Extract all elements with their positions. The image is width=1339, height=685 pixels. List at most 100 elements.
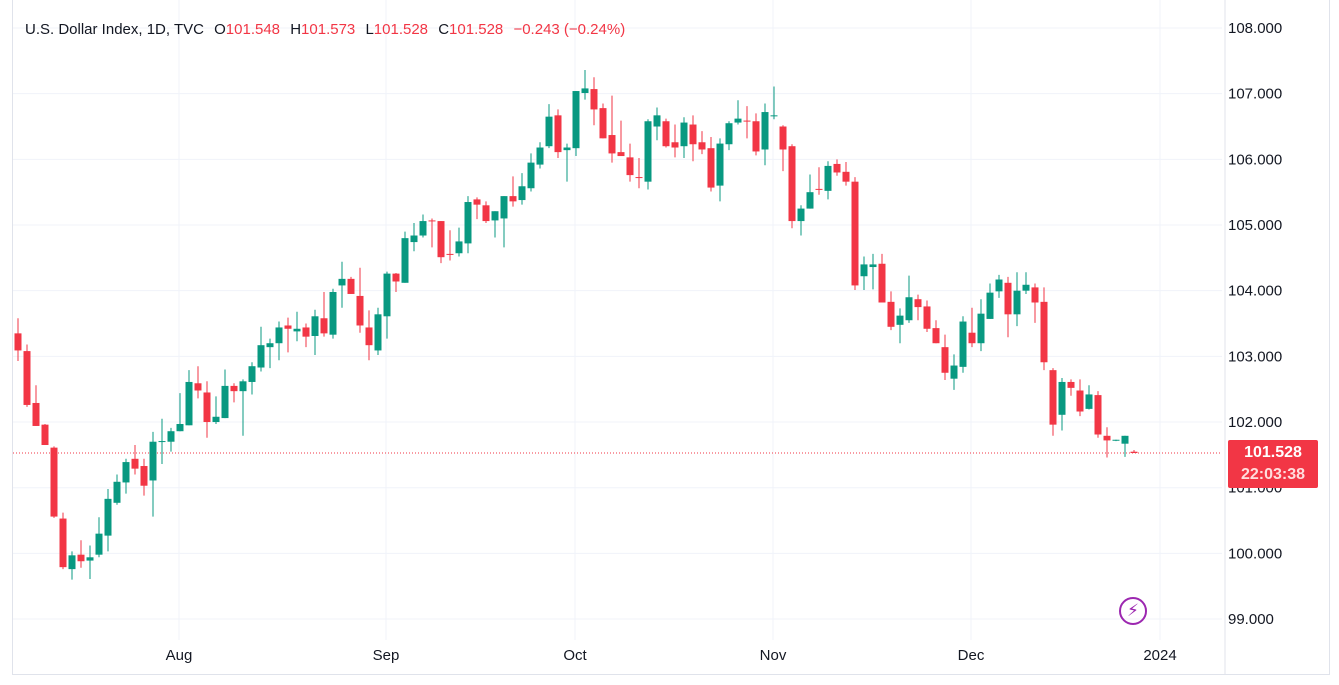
candle-up[interactable] (986, 283, 994, 319)
candle-down[interactable] (428, 218, 436, 248)
candle-down[interactable] (698, 131, 706, 155)
candle-up[interactable] (518, 173, 526, 205)
candle-up[interactable] (149, 431, 157, 517)
candle-up[interactable] (104, 489, 112, 552)
candle-down[interactable] (347, 276, 355, 294)
candle-down[interactable] (671, 124, 679, 158)
candle-down[interactable] (1067, 379, 1075, 396)
candle-up[interactable] (86, 545, 94, 579)
candle-down[interactable] (932, 320, 940, 344)
candle-down[interactable] (482, 201, 490, 224)
candle-up[interactable] (860, 256, 868, 291)
candle-up[interactable] (1022, 272, 1030, 294)
candle-up[interactable] (95, 517, 103, 558)
candle-up[interactable] (185, 370, 193, 426)
candle-up[interactable] (1085, 385, 1093, 410)
candle-up[interactable] (545, 104, 553, 149)
candle-up[interactable] (725, 121, 733, 151)
candle-up[interactable] (500, 196, 508, 248)
candle-down[interactable] (302, 323, 310, 348)
candle-down[interactable] (1130, 450, 1138, 454)
candle-down[interactable] (437, 221, 445, 264)
candle-down[interactable] (509, 176, 517, 207)
candle-down[interactable] (707, 137, 715, 192)
candle-up[interactable] (869, 253, 877, 290)
candle-down[interactable] (662, 118, 670, 148)
candle-down[interactable] (554, 109, 562, 159)
candle-down[interactable] (779, 125, 787, 172)
candle-down[interactable] (590, 77, 598, 126)
candle-up[interactable] (113, 474, 121, 505)
candle-down[interactable] (1049, 368, 1057, 436)
candle-up[interactable] (68, 551, 76, 580)
candle-up[interactable] (257, 326, 265, 372)
candle-down[interactable] (140, 458, 148, 496)
candle-down[interactable] (1094, 391, 1102, 438)
candle-up[interactable] (338, 261, 346, 308)
candle-up[interactable] (977, 299, 985, 352)
candle-up[interactable] (1058, 378, 1066, 431)
candle-down[interactable] (617, 120, 625, 157)
candle-down[interactable] (608, 95, 616, 163)
candle-down[interactable] (1040, 287, 1048, 371)
candle-up[interactable] (374, 307, 382, 356)
candle-down[interactable] (50, 446, 58, 518)
candle-up[interactable] (176, 393, 184, 432)
candle-up[interactable] (716, 138, 724, 202)
candle-up[interactable] (644, 119, 652, 190)
candle-up[interactable] (410, 223, 418, 252)
candle-up[interactable] (293, 311, 301, 342)
candle-up[interactable] (248, 362, 256, 395)
candle-up[interactable] (167, 427, 175, 452)
candle-down[interactable] (446, 230, 454, 261)
candle-up[interactable] (680, 117, 688, 159)
candle-up[interactable] (401, 231, 409, 283)
candle-down[interactable] (23, 344, 31, 407)
candle-down[interactable] (14, 318, 22, 361)
candle-up[interactable] (1112, 439, 1120, 442)
candle-down[interactable] (599, 103, 607, 139)
candle-up[interactable] (329, 288, 337, 339)
candle-down[interactable] (851, 177, 859, 291)
candle-down[interactable] (842, 161, 850, 186)
candle-up[interactable] (464, 196, 472, 254)
candle-down[interactable] (788, 144, 796, 229)
candle-down[interactable] (32, 385, 40, 426)
candle-up[interactable] (221, 369, 229, 419)
candle-down[interactable] (887, 291, 895, 331)
candle-up[interactable] (653, 107, 661, 141)
candle-down[interactable] (131, 445, 139, 475)
candle-down[interactable] (473, 197, 481, 220)
candle-down[interactable] (626, 143, 634, 182)
candle-up[interactable] (275, 321, 283, 361)
candle-down[interactable] (752, 113, 760, 156)
candle-down[interactable] (635, 158, 643, 189)
candle-up[interactable] (797, 205, 805, 236)
candle-down[interactable] (365, 310, 373, 361)
candle-up[interactable] (959, 316, 967, 373)
candle-down[interactable] (320, 291, 328, 337)
candle-down[interactable] (689, 115, 697, 162)
candle-down[interactable] (878, 253, 886, 303)
candle-up[interactable] (950, 354, 958, 390)
candle-down[interactable] (1076, 379, 1084, 417)
candle-down[interactable] (41, 423, 49, 446)
candle-up[interactable] (824, 161, 832, 200)
candle-up[interactable] (122, 458, 130, 494)
candle-down[interactable] (941, 334, 949, 380)
candle-down[interactable] (284, 317, 292, 353)
candle-up[interactable] (905, 275, 913, 323)
candle-down[interactable] (833, 159, 841, 176)
candle-down[interactable] (815, 167, 823, 195)
candle-up[interactable] (770, 86, 778, 120)
candle-up[interactable] (419, 214, 427, 238)
candle-down[interactable] (194, 366, 202, 399)
candle-down[interactable] (230, 383, 238, 403)
candle-up[interactable] (1013, 272, 1021, 327)
candle-down[interactable] (1031, 283, 1039, 323)
candle-up[interactable] (239, 379, 247, 436)
candle-down[interactable] (743, 106, 751, 139)
candle-down[interactable] (77, 540, 85, 568)
candle-up[interactable] (455, 227, 463, 257)
